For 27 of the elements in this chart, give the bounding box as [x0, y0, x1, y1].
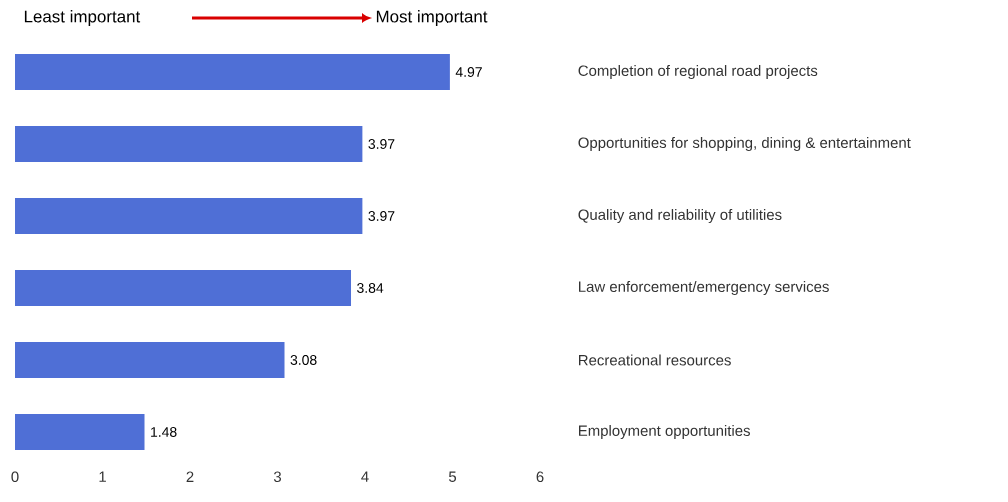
text: Most important — [376, 10, 488, 26]
x-tick-label: 6 — [536, 471, 544, 483]
y-tick-label: Employment opportunities — [579, 425, 750, 439]
data-label: 1.48 — [151, 427, 177, 437]
bar — [15, 197, 363, 234]
x-tick-label: 0 — [11, 471, 19, 483]
bar — [15, 413, 145, 450]
y-tick-label: Law enforcement/emergency services — [579, 281, 829, 295]
bar — [15, 341, 285, 378]
y-tick-label: Recreational resources — [579, 354, 731, 366]
data-label: 3.84 — [357, 283, 384, 293]
y-tick-label: Quality and reliability of utilities — [578, 209, 782, 223]
y-tick-label: Opportunities for shopping, dining & entertainment — [578, 137, 911, 151]
y-tick-label: Completion of regional road projects — [578, 65, 818, 79]
bar — [15, 269, 352, 306]
x-tick-label: 3 — [273, 471, 282, 483]
bar — [15, 54, 450, 90]
x-tick-label: 4 — [361, 471, 369, 482]
text: Least important — [24, 10, 141, 26]
data-label: 3.97 — [368, 211, 395, 221]
x-tick-label: 5 — [448, 471, 457, 482]
x-tick-label: 2 — [186, 471, 194, 482]
data-label: 4.97 — [455, 67, 482, 77]
x-tick-label: 1 — [99, 471, 106, 482]
bar — [15, 125, 363, 162]
data-label: 3.08 — [290, 355, 317, 365]
data-label: 3.97 — [368, 139, 395, 149]
